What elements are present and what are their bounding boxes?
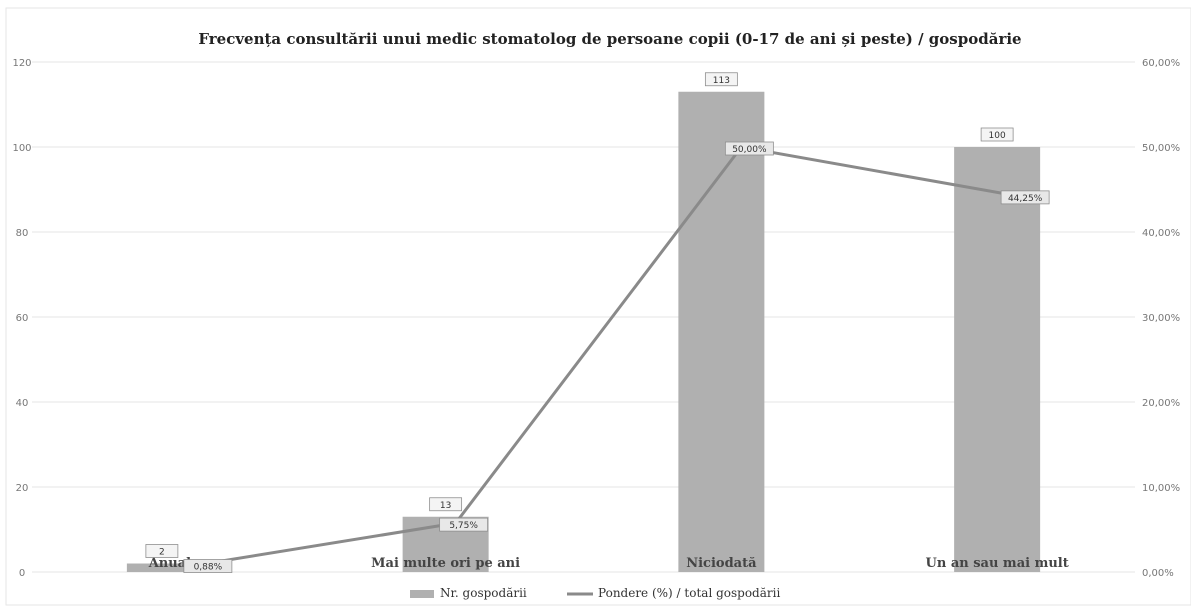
y-left-tick-label: 100 xyxy=(12,143,31,154)
y-right-tick-label: 30,00% xyxy=(1142,313,1180,324)
line-data-label-box xyxy=(439,517,489,532)
line-data-label: 5,75% xyxy=(449,521,478,531)
y-left-tick-label: 120 xyxy=(12,58,31,69)
y-left-tick-label: 20 xyxy=(16,483,29,494)
line-data-label: 50,00% xyxy=(732,145,767,155)
line-data-label-box xyxy=(1000,190,1050,205)
line-data-label-box xyxy=(724,141,774,156)
line-data-label: 44,25% xyxy=(1008,194,1043,204)
y-left-tick-label: 60 xyxy=(16,313,29,324)
bar-data-label-box xyxy=(980,127,1014,142)
x-category-label: Anual xyxy=(148,556,191,571)
x-category-label: Un an sau mai mult xyxy=(926,556,1069,571)
bar-data-label: 100 xyxy=(989,131,1006,141)
chart-frame xyxy=(5,7,1191,606)
x-category-label: Niciodată xyxy=(686,556,757,571)
bar-data-label: 13 xyxy=(440,501,451,511)
series-line xyxy=(199,145,1018,567)
legend-label-line: Pondere (%) / total gospodării xyxy=(598,586,780,600)
legend-label-bar: Nr. gospodării xyxy=(440,586,527,600)
bar xyxy=(954,147,1041,572)
bar xyxy=(678,91,765,572)
bar-data-label-box xyxy=(429,497,463,512)
y-right-tick-label: 40,00% xyxy=(1142,228,1180,239)
chart-title: Frecvența consultării unui medic stomato… xyxy=(198,30,1021,48)
y-left-tick-label: 0 xyxy=(19,568,25,579)
bar-data-label: 113 xyxy=(713,76,730,86)
x-category-label: Mai multe ori pe ani xyxy=(371,556,520,571)
bar-data-label: 2 xyxy=(159,548,165,558)
legend-swatch-bar xyxy=(410,590,434,598)
y-right-tick-label: 10,00% xyxy=(1142,483,1180,494)
line-data-label-box xyxy=(183,559,233,573)
y-left-tick-label: 80 xyxy=(16,228,29,239)
y-right-tick-label: 20,00% xyxy=(1142,398,1180,409)
y-right-tick-label: 0,00% xyxy=(1142,568,1174,579)
bar xyxy=(126,563,213,572)
line-data-label: 0,88% xyxy=(194,563,223,573)
y-left-tick-label: 40 xyxy=(16,398,29,409)
y-right-tick-label: 50,00% xyxy=(1142,143,1180,154)
bar-data-label-box xyxy=(145,544,179,558)
bar-data-label-box xyxy=(704,72,738,87)
y-right-tick-label: 60,00% xyxy=(1142,58,1180,69)
